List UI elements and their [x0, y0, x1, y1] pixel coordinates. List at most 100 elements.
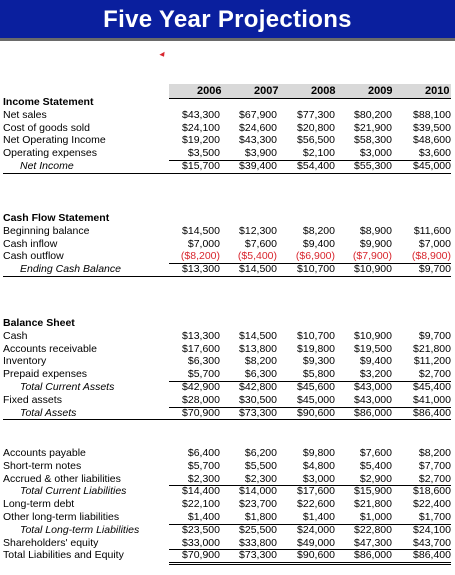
- value-cell-2006[interactable]: $23,500: [182, 523, 220, 536]
- value-cell-2007[interactable]: $6,200: [244, 447, 277, 459]
- value-cell-2010[interactable]: $45,400: [413, 381, 451, 393]
- value-cell-2006[interactable]: $70,900: [182, 406, 220, 419]
- value-cell-2007[interactable]: $3,900: [244, 147, 277, 160]
- value-cell-2010[interactable]: $18,600: [413, 485, 451, 498]
- value-cell-2007[interactable]: $39,400: [239, 160, 277, 172]
- value-cell-2010[interactable]: $2,700: [418, 472, 451, 485]
- value-cell-2008[interactable]: $3,000: [302, 472, 335, 485]
- value-cell-2007[interactable]: $1,800: [244, 511, 277, 523]
- value-cell-2008[interactable]: $4,800: [302, 459, 335, 472]
- value-cell-2009[interactable]: $43,000: [354, 393, 392, 406]
- value-cell-2006[interactable]: $13,300: [182, 263, 220, 276]
- value-cell-2007[interactable]: $14,500: [239, 263, 277, 276]
- value-cell-2008[interactable]: $1,400: [302, 511, 335, 523]
- value-cell-2008[interactable]: $49,000: [297, 536, 335, 549]
- value-cell-2006[interactable]: ($8,200): [180, 250, 220, 263]
- value-cell-2008[interactable]: $45,600: [297, 381, 335, 393]
- value-cell-2006[interactable]: $3,500: [187, 147, 220, 160]
- value-cell-2007[interactable]: $6,300: [244, 368, 277, 381]
- value-cell-2006[interactable]: $14,400: [182, 485, 220, 498]
- value-cell-2006[interactable]: $6,400: [187, 447, 220, 459]
- value-cell-2010[interactable]: $43,700: [413, 536, 451, 549]
- value-cell-2010[interactable]: $11,600: [413, 224, 451, 237]
- value-cell-2006[interactable]: $24,100: [182, 121, 220, 134]
- value-cell-2007[interactable]: $13,800: [239, 342, 277, 355]
- value-cell-2006[interactable]: $17,600: [182, 342, 220, 355]
- value-cell-2009[interactable]: $80,200: [354, 108, 392, 121]
- value-cell-2008[interactable]: $77,300: [297, 108, 335, 121]
- value-cell-2006[interactable]: $5,700: [187, 459, 220, 472]
- value-cell-2010[interactable]: $7,700: [418, 459, 451, 472]
- value-cell-2007[interactable]: $14,500: [239, 329, 277, 342]
- value-cell-2006[interactable]: $28,000: [182, 393, 220, 406]
- value-cell-2007[interactable]: $67,900: [239, 108, 277, 121]
- value-cell-2009[interactable]: $3,000: [359, 147, 392, 160]
- value-cell-2006[interactable]: $22,100: [182, 498, 220, 511]
- value-cell-2006[interactable]: $19,200: [182, 134, 220, 147]
- value-cell-2010[interactable]: $45,000: [413, 160, 451, 172]
- value-cell-2010[interactable]: $22,400: [413, 498, 451, 511]
- value-cell-2007[interactable]: $12,300: [239, 224, 277, 237]
- value-cell-2008[interactable]: ($6,900): [295, 250, 335, 263]
- value-cell-2008[interactable]: $24,000: [297, 523, 335, 536]
- value-cell-2008[interactable]: $56,500: [297, 134, 335, 147]
- value-cell-2010[interactable]: $1,700: [418, 511, 451, 523]
- value-cell-2007[interactable]: $7,600: [244, 237, 277, 250]
- value-cell-2007[interactable]: $8,200: [244, 355, 277, 368]
- value-cell-2008[interactable]: $2,100: [302, 147, 335, 160]
- value-cell-2009[interactable]: $15,900: [354, 485, 392, 498]
- value-cell-2010[interactable]: $3,600: [418, 147, 451, 160]
- value-cell-2009[interactable]: $55,300: [354, 160, 392, 172]
- value-cell-2007[interactable]: $30,500: [239, 393, 277, 406]
- value-cell-2008[interactable]: $10,700: [297, 263, 335, 276]
- value-cell-2008[interactable]: $54,400: [297, 160, 335, 172]
- value-cell-2006[interactable]: $14,500: [182, 224, 220, 237]
- value-cell-2006[interactable]: $2,300: [187, 472, 220, 485]
- value-cell-2009[interactable]: $3,200: [359, 368, 392, 381]
- value-cell-2009[interactable]: $5,400: [359, 459, 392, 472]
- value-cell-2006[interactable]: $42,900: [182, 381, 220, 393]
- value-cell-2009[interactable]: $58,300: [354, 134, 392, 147]
- value-cell-2006[interactable]: $33,000: [182, 536, 220, 549]
- value-cell-2008[interactable]: $22,600: [297, 498, 335, 511]
- value-cell-2006[interactable]: $70,900: [182, 549, 220, 562]
- value-cell-2008[interactable]: $9,300: [302, 355, 335, 368]
- value-cell-2009[interactable]: $21,800: [354, 498, 392, 511]
- value-cell-2007[interactable]: $14,000: [239, 485, 277, 498]
- value-cell-2008[interactable]: $10,700: [297, 329, 335, 342]
- value-cell-2008[interactable]: $17,600: [297, 485, 335, 498]
- value-cell-2006[interactable]: $6,300: [187, 355, 220, 368]
- value-cell-2010[interactable]: $88,100: [413, 108, 451, 121]
- value-cell-2008[interactable]: $90,600: [297, 549, 335, 562]
- value-cell-2008[interactable]: $20,800: [297, 121, 335, 134]
- value-cell-2007[interactable]: $2,300: [244, 472, 277, 485]
- value-cell-2009[interactable]: $43,000: [354, 381, 392, 393]
- value-cell-2007[interactable]: $5,500: [244, 459, 277, 472]
- value-cell-2010[interactable]: $8,200: [418, 447, 451, 459]
- value-cell-2007[interactable]: $25,500: [239, 523, 277, 536]
- value-cell-2007[interactable]: ($5,400): [237, 250, 277, 263]
- value-cell-2009[interactable]: $9,900: [359, 237, 392, 250]
- value-cell-2006[interactable]: $5,700: [187, 368, 220, 381]
- value-cell-2007[interactable]: $73,300: [239, 406, 277, 419]
- value-cell-2010[interactable]: $9,700: [418, 329, 451, 342]
- value-cell-2008[interactable]: $9,400: [302, 237, 335, 250]
- value-cell-2010[interactable]: $7,000: [418, 237, 451, 250]
- value-cell-2006[interactable]: $43,300: [182, 108, 220, 121]
- value-cell-2010[interactable]: $21,800: [413, 342, 451, 355]
- value-cell-2006[interactable]: $13,300: [182, 329, 220, 342]
- value-cell-2010[interactable]: $86,400: [413, 406, 451, 419]
- value-cell-2009[interactable]: $47,300: [354, 536, 392, 549]
- value-cell-2010[interactable]: $24,100: [413, 523, 451, 536]
- value-cell-2009[interactable]: $7,600: [359, 447, 392, 459]
- value-cell-2007[interactable]: $33,800: [239, 536, 277, 549]
- value-cell-2007[interactable]: $23,700: [239, 498, 277, 511]
- value-cell-2009[interactable]: $10,900: [354, 329, 392, 342]
- value-cell-2009[interactable]: $9,400: [359, 355, 392, 368]
- value-cell-2009[interactable]: $1,000: [359, 511, 392, 523]
- value-cell-2007[interactable]: $24,600: [239, 121, 277, 134]
- value-cell-2007[interactable]: $43,300: [239, 134, 277, 147]
- value-cell-2009[interactable]: $2,900: [359, 472, 392, 485]
- value-cell-2010[interactable]: $2,700: [418, 368, 451, 381]
- value-cell-2009[interactable]: $19,500: [354, 342, 392, 355]
